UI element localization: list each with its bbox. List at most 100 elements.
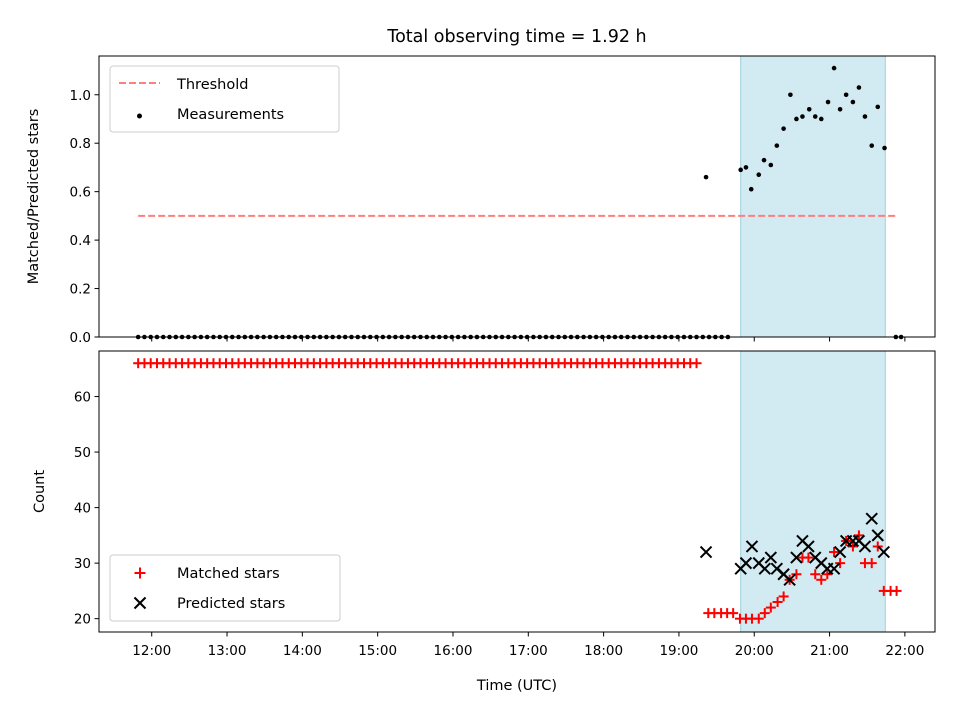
legend-predicted-swatch [133, 596, 147, 610]
bottom-y-axis-label: Count [32, 470, 48, 513]
top-y-tick-label-0.8: 0.8 [70, 136, 91, 152]
measurement-point [743, 165, 749, 170]
top-y-tick-label-1.0: 1.0 [70, 88, 91, 104]
legend-bottom-box [109, 554, 341, 622]
predicted-star-point [764, 551, 778, 564]
predicted-star-point [739, 556, 753, 570]
x-tick-label-17:00: 17:00 [509, 643, 548, 659]
measurement-point [812, 114, 818, 119]
measurement-point [738, 167, 743, 173]
matched-star-point [872, 541, 883, 552]
measurement-point [875, 104, 881, 110]
measurement-point [774, 143, 780, 148]
predicted-star-point [699, 545, 713, 559]
matched-star-point [847, 541, 858, 552]
predicted-star-points [699, 512, 890, 587]
measurement-point [756, 172, 762, 177]
matched-star-point [810, 569, 821, 580]
predicted-star-point [745, 540, 759, 553]
predicted-star-point [802, 540, 815, 553]
bottom-y-tick-label-50: 50 [74, 445, 91, 461]
measurement-point [850, 99, 856, 105]
matched-star-point [835, 558, 846, 569]
x-axis-label: Time (UTC) [476, 678, 557, 694]
matched-star-point [822, 569, 833, 580]
matched-star-point [853, 530, 864, 541]
bottom-panel-frame [98, 350, 936, 633]
top-y-tick-label-0.2: 0.2 [70, 282, 91, 298]
predicted-star-point [871, 529, 884, 542]
bottom-y-tick-label-30: 30 [74, 556, 91, 572]
measurement-point [856, 85, 862, 90]
measurement-point [837, 106, 843, 112]
highlight-span [740, 55, 886, 338]
measurement-point [748, 186, 754, 192]
measurement-point [862, 114, 868, 119]
top-y-tick-label-0.4: 0.4 [70, 233, 91, 249]
matched-star-point [829, 547, 840, 558]
matched-star-point [772, 597, 783, 608]
matched-star-point [759, 608, 770, 619]
bottom-y-axis: 20 30 40 50 60 [74, 390, 99, 628]
matched-star-point [816, 574, 827, 585]
top-panel-frame [98, 55, 936, 338]
bottom-y-tick-label-60: 60 [74, 390, 91, 406]
bottom-highlight-span [740, 350, 886, 633]
bottom-y-tick-label-20: 20 [74, 612, 91, 628]
matched-star-point [691, 358, 702, 369]
x-tick-label-21:00: 21:00 [810, 643, 849, 659]
legend-threshold-label: Threshold [176, 77, 248, 93]
predicted-star-point [783, 573, 796, 587]
x-tick-label-14:00: 14:00 [283, 643, 322, 659]
measurement-point [818, 116, 824, 122]
matched-star-point [728, 608, 739, 619]
legend-measurements-label: Measurements [177, 107, 284, 123]
measurement-point [768, 162, 774, 168]
predicted-star-point [858, 540, 872, 553]
predicted-star-point [877, 545, 890, 559]
chart-title: Total observing time = 1.92 h [386, 27, 646, 47]
top-y-tick-label-0.6: 0.6 [70, 185, 91, 201]
measurement-point [781, 126, 786, 131]
measurement-point [843, 92, 849, 98]
matched-star-point [765, 602, 776, 613]
legend-matched-label: Matched stars [177, 566, 280, 582]
x-axis: 12:00 13:00 14:00 15:00 16:00 17:00 18:00 19:00… [132, 632, 924, 659]
legend-top-box [109, 65, 340, 133]
predicted-star-point [827, 562, 841, 575]
bottom-y-tick-label-40: 40 [74, 501, 91, 517]
legend-top: Threshold Measurements [109, 65, 340, 133]
x-tick-label-12:00: 12:00 [132, 643, 171, 659]
highlight-span [740, 350, 886, 633]
matched-star-point [891, 585, 902, 596]
matched-star-point [791, 569, 802, 580]
x-tick-label-19:00: 19:00 [659, 643, 698, 659]
x-tick-label-13:00: 13:00 [208, 643, 247, 659]
measurement-point [800, 114, 805, 119]
x-tick-label-22:00: 22:00 [885, 643, 924, 659]
measurement-point [825, 99, 831, 105]
legend-measurements-swatch [137, 113, 142, 119]
matched-star-point [866, 558, 877, 569]
measurement-point [869, 143, 875, 148]
top-highlight-span [740, 55, 886, 338]
measurement-point [882, 145, 887, 151]
predicted-star-point [790, 551, 803, 564]
x-tick-label-16:00: 16:00 [434, 643, 473, 659]
legend-matched-swatch [134, 567, 146, 579]
measurement-point [761, 157, 767, 163]
matched-star-point [753, 613, 764, 624]
x-tick-label-20:00: 20:00 [735, 643, 774, 659]
legend-bottom: Matched stars Predicted stars [109, 554, 341, 622]
measurement-point [806, 106, 812, 112]
x-tick-label-18:00: 18:00 [584, 643, 623, 659]
measurement-point [788, 92, 793, 98]
top-y-axis: 0.0 0.2 0.4 0.6 0.8 1.0 [70, 88, 99, 346]
predicted-star-point [833, 545, 847, 559]
matched-star-point [803, 552, 814, 563]
predicted-star-point [865, 512, 878, 525]
x-tick-label-15:00: 15:00 [358, 643, 397, 659]
predicted-star-point [758, 562, 771, 575]
top-y-tick-label-0.0: 0.0 [70, 330, 91, 346]
measurement-point [703, 174, 709, 180]
